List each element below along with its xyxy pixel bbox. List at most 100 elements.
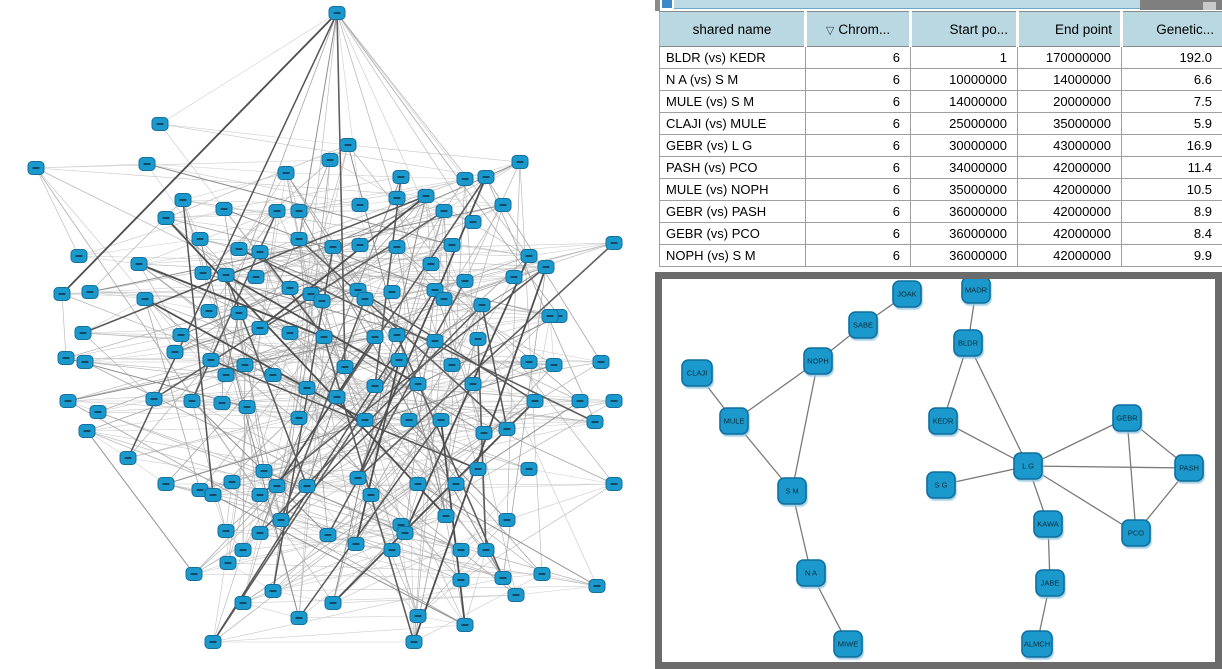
- network-node[interactable]: [605, 394, 623, 408]
- network-node[interactable]: CLAJI: [681, 359, 713, 387]
- overview-network-canvas[interactable]: [0, 0, 655, 669]
- network-node[interactable]: [290, 411, 308, 425]
- network-node[interactable]: [520, 249, 538, 263]
- network-node[interactable]: [251, 526, 269, 540]
- network-node[interactable]: [290, 204, 308, 218]
- network-node[interactable]: [437, 509, 455, 523]
- network-node[interactable]: [76, 355, 94, 369]
- network-node[interactable]: [59, 394, 77, 408]
- network-node[interactable]: [452, 573, 470, 587]
- network-node[interactable]: [290, 611, 308, 625]
- network-node[interactable]: [390, 353, 408, 367]
- network-node[interactable]: [191, 232, 209, 246]
- network-node[interactable]: [447, 477, 465, 491]
- network-node[interactable]: JOAK: [892, 280, 922, 308]
- network-node[interactable]: [435, 204, 453, 218]
- network-node[interactable]: [136, 292, 154, 306]
- network-node[interactable]: [321, 153, 339, 167]
- network-node[interactable]: N A: [796, 559, 826, 587]
- network-node[interactable]: [119, 451, 137, 465]
- column-header-shared-name[interactable]: shared name: [659, 11, 807, 47]
- network-node[interactable]: [443, 238, 461, 252]
- network-node[interactable]: [319, 528, 337, 542]
- overview-network-panel[interactable]: [0, 0, 655, 669]
- network-node[interactable]: [219, 556, 237, 570]
- network-node[interactable]: [475, 426, 493, 440]
- network-node[interactable]: [464, 215, 482, 229]
- network-node[interactable]: [236, 358, 254, 372]
- network-node[interactable]: [336, 360, 354, 374]
- network-node[interactable]: NOPH: [803, 347, 833, 375]
- network-node[interactable]: [498, 513, 516, 527]
- network-node[interactable]: [477, 170, 495, 184]
- network-node[interactable]: [268, 204, 286, 218]
- network-node[interactable]: [456, 618, 474, 632]
- network-node[interactable]: [349, 471, 367, 485]
- network-node[interactable]: [356, 413, 374, 427]
- network-node[interactable]: [130, 257, 148, 271]
- network-node[interactable]: [172, 328, 190, 342]
- scrollbar-fragment[interactable]: [1140, 0, 1222, 10]
- network-node[interactable]: KAWA: [1033, 510, 1063, 538]
- network-node[interactable]: [443, 358, 461, 372]
- network-node[interactable]: [328, 390, 346, 404]
- network-node[interactable]: [605, 236, 623, 250]
- network-node[interactable]: [456, 172, 474, 186]
- network-node[interactable]: [174, 193, 192, 207]
- network-node[interactable]: [74, 326, 92, 340]
- network-node[interactable]: MIWE: [833, 630, 863, 658]
- network-node[interactable]: [324, 240, 342, 254]
- network-node[interactable]: [204, 635, 222, 649]
- network-node[interactable]: [70, 249, 88, 263]
- network-node[interactable]: [213, 396, 231, 410]
- network-node[interactable]: [78, 424, 96, 438]
- network-node[interactable]: S G: [926, 471, 956, 499]
- network-node[interactable]: [592, 355, 610, 369]
- detail-network-canvas[interactable]: JOAK MADR SABE BLDR NOPH CLAJI GEBR MULE KEDR L G…: [662, 279, 1215, 662]
- network-node[interactable]: [324, 596, 342, 610]
- network-node[interactable]: [200, 304, 218, 318]
- table-row[interactable]: N A (vs) S M 6 10000000 14000000 6.6: [659, 68, 1222, 91]
- network-node[interactable]: [396, 526, 414, 540]
- network-node[interactable]: [230, 306, 248, 320]
- network-node[interactable]: [27, 161, 45, 175]
- network-node[interactable]: GEBR: [1112, 404, 1142, 432]
- network-node[interactable]: [157, 477, 175, 491]
- network-node[interactable]: PASH: [1174, 454, 1204, 482]
- network-node[interactable]: [185, 567, 203, 581]
- network-node[interactable]: [505, 270, 523, 284]
- network-node[interactable]: [588, 579, 606, 593]
- network-node[interactable]: [183, 394, 201, 408]
- network-node[interactable]: ALMCH: [1021, 630, 1053, 658]
- network-node[interactable]: [507, 588, 525, 602]
- table-row[interactable]: MULE (vs) NOPH 6 35000000 42000000 10.5: [659, 178, 1222, 201]
- network-node[interactable]: [464, 377, 482, 391]
- table-row[interactable]: GEBR (vs) PASH 6 36000000 42000000 8.9: [659, 200, 1222, 223]
- network-node[interactable]: [151, 117, 169, 131]
- network-node[interactable]: [264, 368, 282, 382]
- network-node[interactable]: [388, 328, 406, 342]
- network-node[interactable]: [511, 155, 529, 169]
- network-node[interactable]: [494, 198, 512, 212]
- network-node[interactable]: [400, 413, 418, 427]
- table-row[interactable]: GEBR (vs) PCO 6 36000000 42000000 8.4: [659, 222, 1222, 245]
- network-node[interactable]: [81, 285, 99, 299]
- network-node[interactable]: [204, 488, 222, 502]
- network-node[interactable]: [217, 368, 235, 382]
- network-node[interactable]: [383, 285, 401, 299]
- network-node[interactable]: [432, 413, 450, 427]
- network-node[interactable]: [541, 309, 559, 323]
- network-node[interactable]: [89, 405, 107, 419]
- network-node[interactable]: PCO: [1121, 519, 1151, 547]
- network-node[interactable]: [313, 294, 331, 308]
- network-node[interactable]: [469, 332, 487, 346]
- network-node[interactable]: [417, 189, 435, 203]
- network-node[interactable]: [435, 292, 453, 306]
- network-node[interactable]: S M: [777, 477, 807, 505]
- network-node[interactable]: [498, 422, 516, 436]
- network-node[interactable]: [452, 543, 470, 557]
- network-node[interactable]: [234, 596, 252, 610]
- network-node[interactable]: [422, 257, 440, 271]
- network-node[interactable]: [366, 330, 384, 344]
- table-row[interactable]: BLDR (vs) KEDR 6 1 170000000 192.0: [659, 46, 1222, 69]
